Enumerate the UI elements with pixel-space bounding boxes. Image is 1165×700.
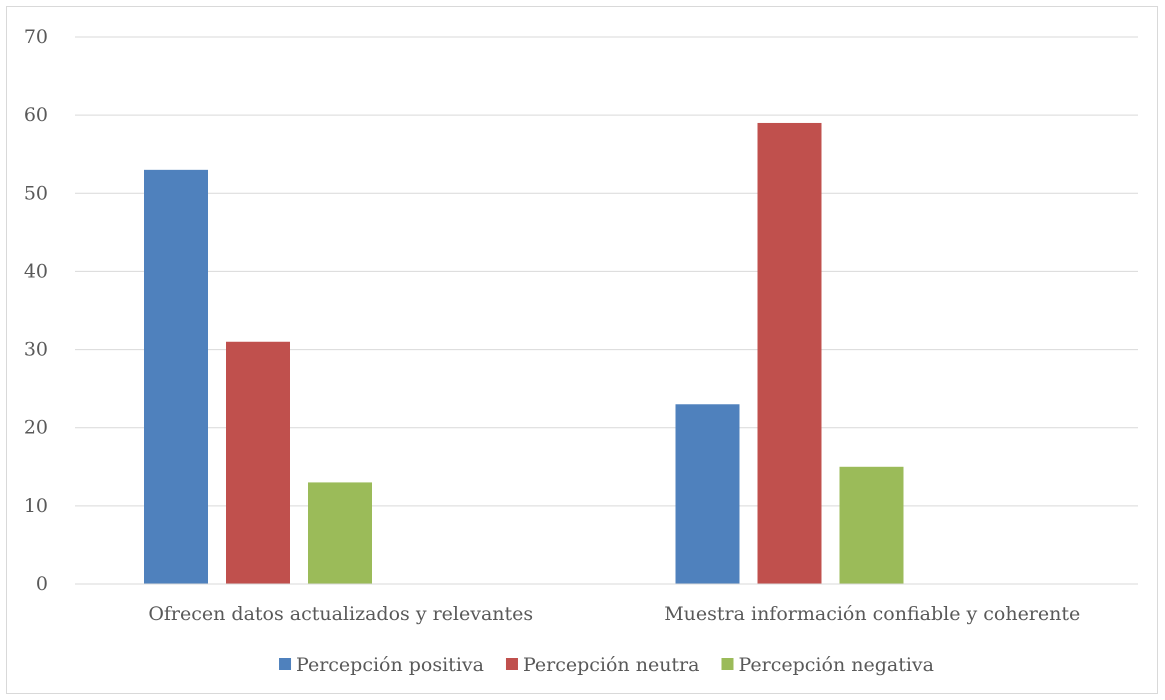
- bar-percepción-positiva-1: [144, 169, 208, 585]
- y-tick-label: 0: [36, 573, 48, 595]
- legend-swatch: [505, 658, 518, 670]
- y-tick-label: 30: [24, 339, 48, 361]
- y-tick-label: 20: [24, 417, 48, 439]
- bar-percepción-neutra-2: [757, 122, 822, 584]
- legend-swatch: [279, 658, 292, 670]
- x-category-label: Ofrecen datos actualizados y relevantes: [148, 603, 533, 625]
- y-tick-label: 40: [24, 260, 48, 282]
- x-category-label: Muestra información confiable y coherent…: [664, 603, 1080, 625]
- bar-percepción-negativa-1: [308, 482, 372, 584]
- bar-percepción-positiva-2: [675, 404, 740, 584]
- bar-percepción-neutra-1: [226, 341, 290, 584]
- legend-label: Percepción neutra: [523, 654, 700, 676]
- y-axis-ticks: 0 10 20 30 40 50 60 70: [24, 26, 48, 595]
- bars: [144, 122, 904, 585]
- y-tick-label: 50: [24, 182, 48, 204]
- y-tick-label: 60: [24, 104, 48, 126]
- x-axis: Ofrecen datos actualizados y relevantes M…: [75, 583, 1138, 625]
- bar-percepción-negativa-2: [839, 466, 904, 584]
- y-tick-label: 10: [24, 495, 48, 517]
- y-tick-label: 70: [24, 26, 48, 48]
- legend-label: Percepción negativa: [738, 654, 933, 676]
- legend: Percepción positiva Percepción neutra Perc…: [279, 654, 934, 676]
- legend-label: Percepción positiva: [296, 654, 484, 676]
- legend-swatch: [721, 658, 734, 670]
